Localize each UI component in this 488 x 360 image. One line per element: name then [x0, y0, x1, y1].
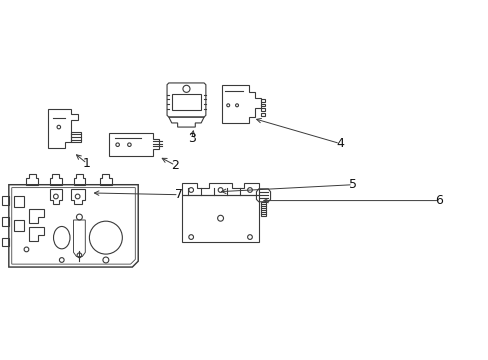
- Text: 5: 5: [348, 178, 356, 191]
- Bar: [260, 113, 264, 116]
- Bar: [260, 202, 266, 216]
- Bar: [14, 220, 24, 231]
- Text: 3: 3: [187, 132, 195, 145]
- Bar: [14, 197, 24, 207]
- Bar: [260, 104, 264, 107]
- Text: 1: 1: [83, 157, 91, 170]
- Text: 6: 6: [434, 194, 443, 207]
- Text: 2: 2: [171, 159, 179, 172]
- Bar: [182, 195, 258, 242]
- Bar: [171, 94, 201, 110]
- Bar: [260, 108, 264, 111]
- Text: 7: 7: [174, 188, 183, 201]
- Bar: [260, 99, 264, 102]
- Text: 4: 4: [335, 137, 343, 150]
- Bar: [70, 132, 81, 142]
